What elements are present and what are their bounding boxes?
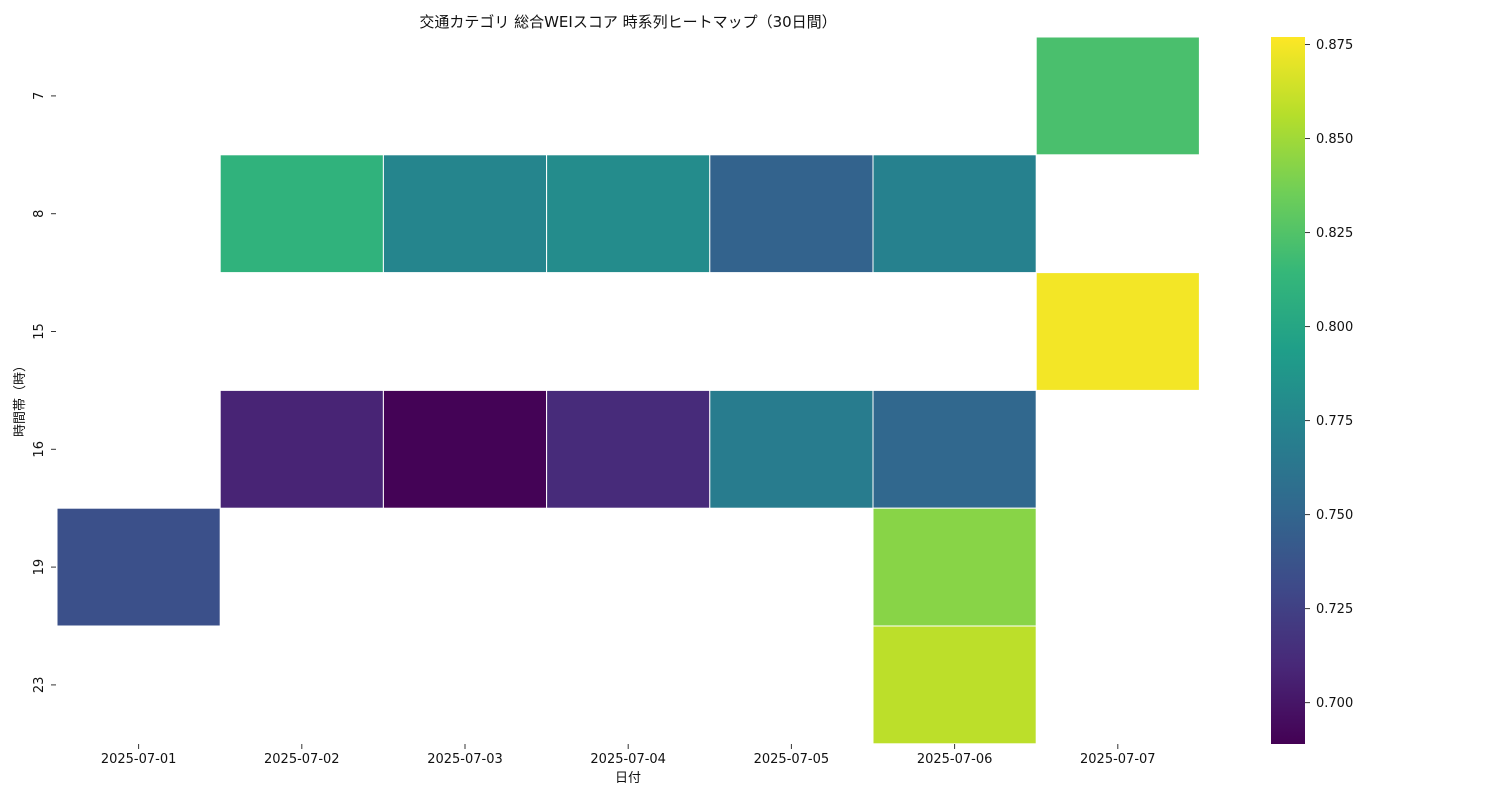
heatmap-cell (382, 389, 548, 509)
x-tick-label: 2025-07-01 (101, 752, 177, 767)
heatmap-cell (1035, 36, 1200, 156)
y-tick-label: 16 (32, 441, 47, 458)
heatmap-cell (872, 389, 1037, 509)
colorbar-tick-label: 0.800 (1316, 320, 1353, 335)
colorbar-tick-label: 0.750 (1316, 508, 1353, 523)
heatmap-cell (546, 154, 711, 274)
colorbar-ticks: 0.700 0.725 0.750 0.775 0.800 0.825 0.850 0.875 (1305, 38, 1353, 711)
x-tick-label: 2025-07-02 (264, 752, 340, 767)
colorbar-tick-label: 0.775 (1316, 414, 1353, 429)
heatmap-cell (1035, 272, 1200, 391)
colorbar-tick-label: 0.850 (1316, 132, 1353, 147)
heatmap-cell (709, 389, 874, 509)
x-tick-label: 2025-07-03 (427, 752, 503, 767)
chart-title: 交通カテゴリ 総合WEIスコア 時系列ヒートマップ（30日間） (419, 13, 836, 31)
y-tick-label: 23 (32, 677, 47, 694)
y-tick-label: 8 (32, 210, 47, 218)
x-tick-label: 2025-07-06 (917, 752, 993, 767)
heatmap-cell (219, 389, 384, 509)
x-tick-label: 2025-07-05 (754, 752, 830, 767)
heatmap-cell (872, 625, 1037, 745)
colorbar-tick-label: 0.700 (1316, 696, 1353, 711)
y-tick-label: 15 (32, 323, 47, 340)
heatmap-cell (872, 507, 1037, 627)
y-axis-label: 時間帯（時） (13, 359, 28, 437)
colorbar-tick-label: 0.875 (1316, 38, 1353, 53)
x-axis-label: 日付 (615, 771, 641, 786)
y-tick-label: 19 (32, 559, 47, 576)
heatmap-cell (872, 154, 1037, 274)
colorbar (1271, 37, 1305, 744)
heatmap-cell (546, 389, 711, 509)
x-tick-label: 2025-07-07 (1080, 752, 1156, 767)
heatmap-cell (219, 154, 384, 274)
heatmap-cell (56, 507, 221, 627)
colorbar-tick-label: 0.825 (1316, 226, 1353, 241)
x-tick-labels: 2025-07-01 2025-07-02 2025-07-03 2025-07-04… (101, 744, 1156, 767)
y-tick-label: 7 (32, 92, 47, 100)
colorbar-tick-label: 0.725 (1316, 602, 1353, 617)
heatmap-cell (709, 154, 874, 274)
y-tick-labels: 7 8 15 16 19 23 (32, 92, 56, 693)
heatmap-cell (382, 154, 548, 274)
x-tick-label: 2025-07-04 (590, 752, 666, 767)
heatmap-cells (56, 36, 1200, 745)
